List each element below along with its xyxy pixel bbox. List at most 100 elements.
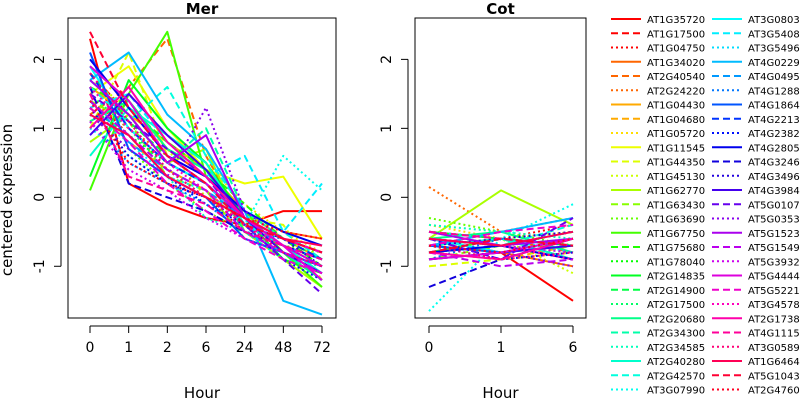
mer-series-line-AT4G0229 <box>89 51 323 316</box>
legend-label-AT3G4578: AT3G4578 <box>748 300 800 311</box>
legend-label-AT2G42570: AT2G42570 <box>647 371 705 382</box>
cot-series-line-AT4G3496 <box>428 230 574 247</box>
mer-y-tick-label-0: 0 <box>32 193 48 202</box>
mer-x-axis-label: Hour <box>184 384 221 400</box>
legend-label-AT1G78040: AT1G78040 <box>647 257 705 268</box>
mer-x-tick-label-72: 72 <box>313 340 331 356</box>
cot-x-tick-label-6: 6 <box>569 340 578 356</box>
legend-label-AT1G45130: AT1G45130 <box>647 172 705 183</box>
legend-label-AT5G0107: AT5G0107 <box>748 200 800 211</box>
mer-series-line-AT5G1043 <box>89 31 323 254</box>
cot-chart-title: Cot <box>486 0 514 18</box>
cot-y-tick-label-2: 2 <box>379 55 395 64</box>
mer-plot-frame <box>67 17 337 319</box>
legend-label-AT1G35720: AT1G35720 <box>647 15 705 26</box>
mer-series-line-AT2G34300 <box>89 79 323 254</box>
legend-label-AT2G14900: AT2G14900 <box>647 286 705 297</box>
legend-label-AT3G0589: AT3G0589 <box>748 343 800 354</box>
mer-x-tick-label-48: 48 <box>274 340 292 356</box>
mer-x-tick-label-6: 6 <box>202 340 211 356</box>
legend-label-AT5G1549: AT5G1549 <box>748 243 800 254</box>
cot-y-tick-label-1: 1 <box>379 124 395 133</box>
legend-label-AT4G1115: AT4G1115 <box>748 329 800 340</box>
legend-label-AT1G44350: AT1G44350 <box>647 158 705 169</box>
legend-label-AT4G3246: AT4G3246 <box>748 158 800 169</box>
cot-x-tick-label-0: 0 <box>425 340 434 356</box>
legend-label-AT2G4760: AT2G4760 <box>748 386 800 397</box>
legend-label-AT4G1864: AT4G1864 <box>748 101 800 112</box>
cot-y-tick-label-0: 0 <box>379 193 395 202</box>
legend-label-AT3G5496: AT3G5496 <box>748 44 800 55</box>
cot-series-line-AT5G3932 <box>428 237 574 254</box>
cot-x-axis-label: Hour <box>482 384 519 400</box>
legend-label-AT2G17500: AT2G17500 <box>647 300 705 311</box>
cot-y-tick-label--1: -1 <box>379 259 395 273</box>
legend-label-AT4G3984: AT4G3984 <box>748 186 800 197</box>
mer-y-tick-label--1: -1 <box>32 259 48 273</box>
legend-label-AT2G14835: AT2G14835 <box>647 272 705 283</box>
mer-x-tick-label-2: 2 <box>163 340 172 356</box>
mer-series-line-AT2G42570 <box>89 86 323 261</box>
cot-series-line-AT4G1115 <box>428 230 574 247</box>
legend-label-AT1G17500: AT1G17500 <box>647 29 705 40</box>
legend-label-AT5G5221: AT5G5221 <box>748 286 800 297</box>
legend-label-AT2G20680: AT2G20680 <box>647 314 705 325</box>
legend-label-AT2G40540: AT2G40540 <box>647 72 705 83</box>
legend-label-AT4G1288: AT4G1288 <box>748 86 800 97</box>
legend-label-AT4G0229: AT4G0229 <box>748 58 800 69</box>
legend-label-AT5G4444: AT5G4444 <box>748 272 800 283</box>
legend-label-AT1G63430: AT1G63430 <box>647 200 705 211</box>
legend-label-AT3G5408: AT3G5408 <box>748 29 800 40</box>
legend-label-AT1G67750: AT1G67750 <box>647 229 705 240</box>
mer-chart-title: Mer <box>186 0 219 18</box>
mer-y-axis-label: centered expression <box>0 124 16 276</box>
mer-series-line-AT5G5221 <box>89 106 323 275</box>
legend-label-AT1G05720: AT1G05720 <box>647 129 705 140</box>
cot-series-line-AT2G4760 <box>428 237 574 254</box>
legend-label-AT5G0353: AT5G0353 <box>748 215 800 226</box>
cot-series-line-AT3G0589 <box>428 244 574 261</box>
cot-series-line-AT5G0107 <box>428 217 574 261</box>
legend-label-AT3G07990: AT3G07990 <box>647 386 705 397</box>
legend-label-AT1G04750: AT1G04750 <box>647 44 705 55</box>
legend-label-AT5G3932: AT5G3932 <box>748 257 800 268</box>
legend-label-AT3G0803: AT3G0803 <box>748 15 800 26</box>
legend-label-AT4G3496: AT4G3496 <box>748 172 800 183</box>
legend-label-AT4G2805: AT4G2805 <box>748 143 800 154</box>
legend-label-AT1G6464: AT1G6464 <box>748 357 800 368</box>
cot-series-line-AT3G07990 <box>428 203 574 312</box>
legend-label-AT2G1738: AT2G1738 <box>748 314 800 325</box>
legend-label-AT1G63690: AT1G63690 <box>647 215 705 226</box>
legend-label-AT5G1043: AT5G1043 <box>748 371 800 382</box>
legend-label-AT4G2213: AT4G2213 <box>748 115 800 126</box>
mer-x-tick-label-24: 24 <box>236 340 254 356</box>
legend-label-AT1G04430: AT1G04430 <box>647 101 705 112</box>
legend-label-AT5G1523: AT5G1523 <box>748 229 800 240</box>
legend-label-AT1G04680: AT1G04680 <box>647 115 705 126</box>
legend-label-AT2G34585: AT2G34585 <box>647 343 705 354</box>
cot-series-line-AT2G1738 <box>428 237 574 261</box>
legend-label-AT1G75680: AT1G75680 <box>647 243 705 254</box>
legend-label-AT1G11545: AT1G11545 <box>647 143 705 154</box>
legend-label-AT1G62770: AT1G62770 <box>647 186 705 197</box>
mer-series-line-AT4G1115 <box>89 93 323 261</box>
legend-label-AT2G24220: AT2G24220 <box>647 86 705 97</box>
cot-series-line-AT1G6464 <box>428 230 574 247</box>
cot-x-tick-label-1: 1 <box>497 340 506 356</box>
mer-x-tick-label-0: 0 <box>86 340 95 356</box>
mer-y-tick-label-1: 1 <box>32 124 48 133</box>
cot-series-line-AT1G04750 <box>428 223 574 240</box>
legend-label-AT4G0495: AT4G0495 <box>748 72 800 83</box>
mer-x-tick-label-1: 1 <box>124 340 133 356</box>
mer-y-tick-label-2: 2 <box>32 55 48 64</box>
cot-plot-frame <box>414 17 587 319</box>
legend-label-AT1G34020: AT1G34020 <box>647 58 705 69</box>
mer-series-line-AT5G3932 <box>89 120 323 268</box>
mer-series-line-AT3G4578 <box>89 86 323 268</box>
legend-label-AT2G40280: AT2G40280 <box>647 357 705 368</box>
legend-label-AT2G34300: AT2G34300 <box>647 329 705 340</box>
legend-label-AT4G2382: AT4G2382 <box>748 129 800 140</box>
cot-series-line-AT1G62770 <box>428 189 574 240</box>
